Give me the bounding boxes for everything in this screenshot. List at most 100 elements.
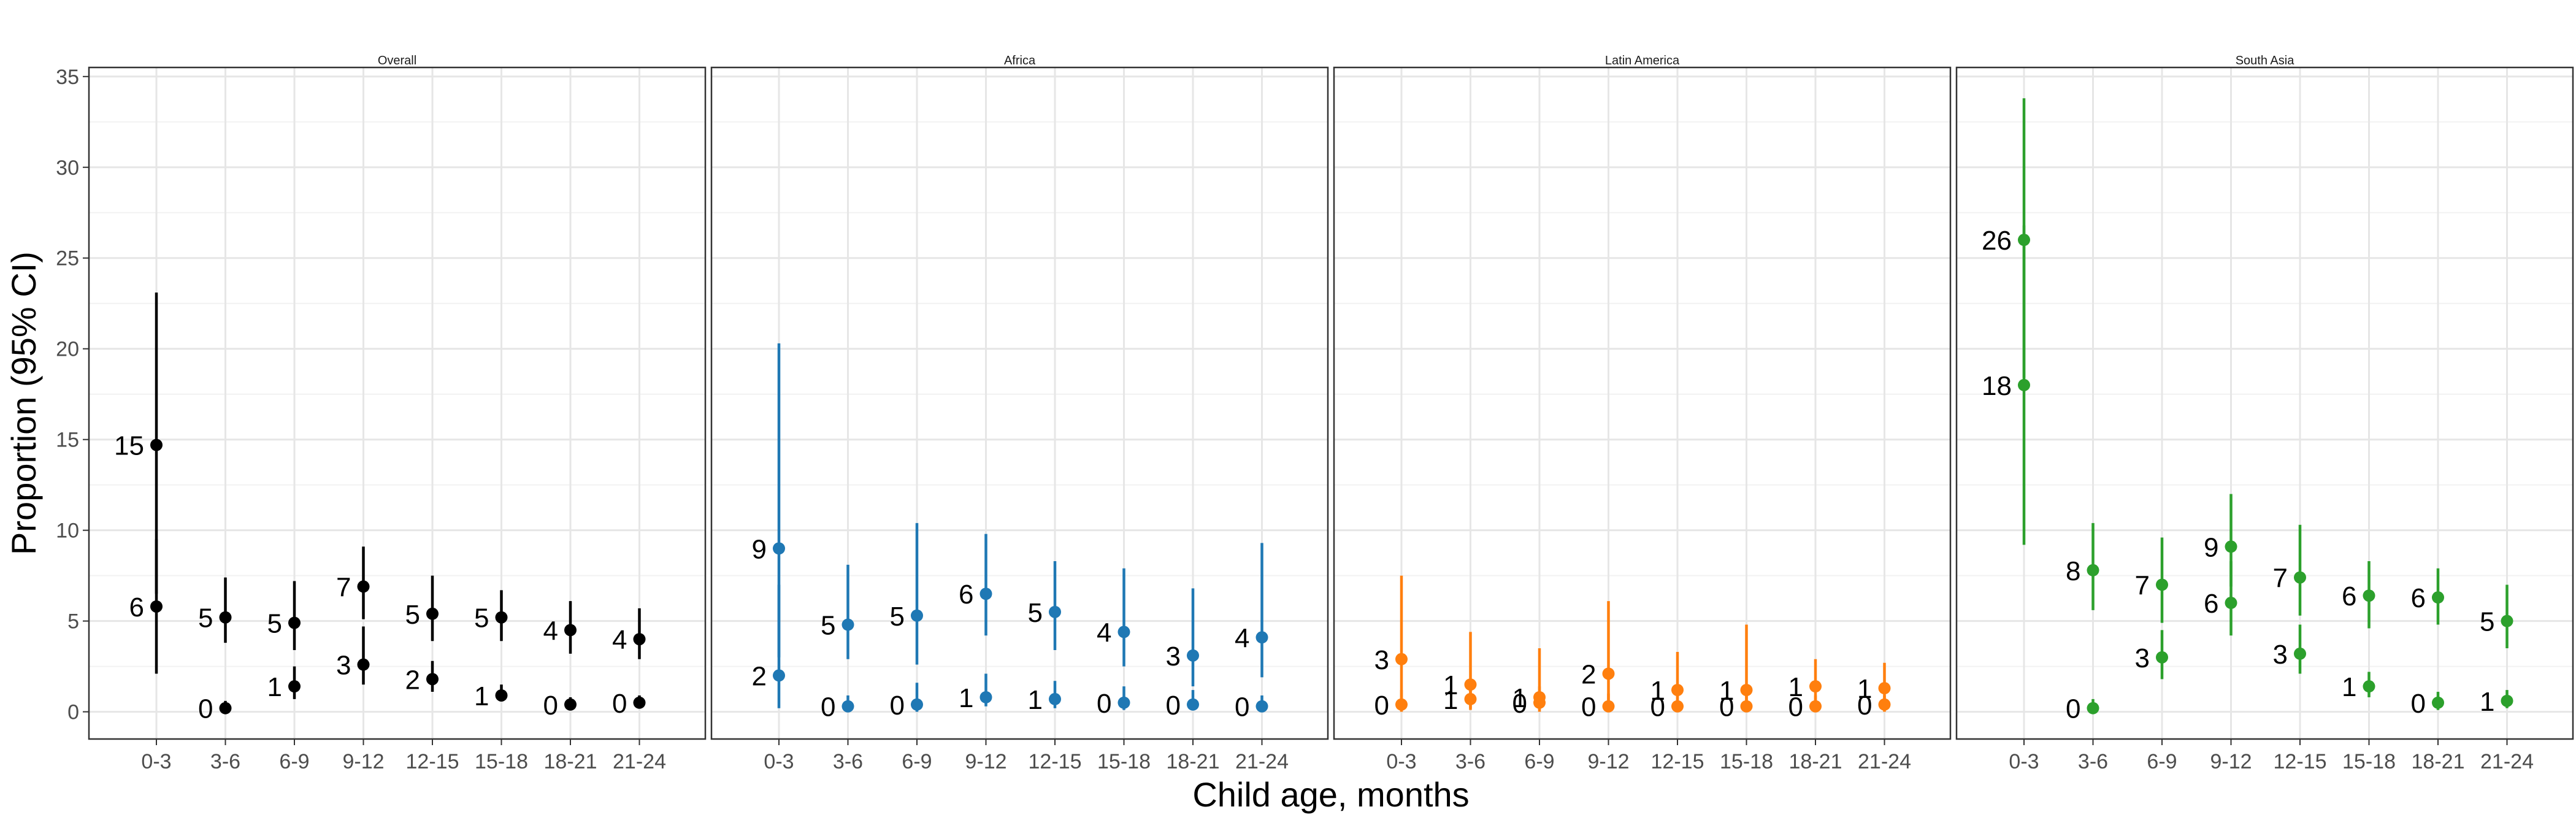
data-label: 4 xyxy=(543,616,558,646)
data-label: 18 xyxy=(1982,371,2012,401)
panel-background xyxy=(89,67,705,739)
x-tick-label: 6-9 xyxy=(2147,750,2177,773)
x-tick-label: 3-6 xyxy=(833,750,863,773)
data-label: 7 xyxy=(336,572,351,602)
data-label: 7 xyxy=(2273,564,2288,594)
data-point xyxy=(1740,684,1753,697)
data-label: 5 xyxy=(267,609,282,639)
data-point xyxy=(1533,696,1546,709)
data-label: 1 xyxy=(1719,676,1734,706)
data-label: 1 xyxy=(474,681,489,711)
data-label: 3 xyxy=(2273,640,2288,670)
data-label: 0 xyxy=(543,691,558,721)
panel-background xyxy=(1957,67,2573,739)
data-point xyxy=(773,542,785,555)
data-point xyxy=(1117,696,1130,709)
data-label: 1 xyxy=(2342,672,2356,702)
data-point xyxy=(979,691,992,703)
data-label: 9 xyxy=(2204,532,2218,562)
data-label: 6 xyxy=(2411,583,2426,613)
data-label: 1 xyxy=(1443,670,1458,700)
data-label: 1 xyxy=(1028,685,1043,715)
data-point xyxy=(357,580,370,593)
x-tick-label: 0-3 xyxy=(2009,750,2039,773)
data-label: 2 xyxy=(1581,659,1596,689)
data-point xyxy=(1809,680,1822,693)
data-point xyxy=(1255,631,1268,644)
data-point xyxy=(2294,647,2306,660)
x-axis-title: Child age, months xyxy=(1192,775,1469,814)
data-label: 0 xyxy=(2411,689,2426,719)
data-point xyxy=(2363,680,2375,693)
data-point xyxy=(2432,591,2444,604)
y-tick-label: 25 xyxy=(56,247,79,270)
data-point xyxy=(1187,649,1199,662)
data-point xyxy=(1878,698,1891,711)
data-point xyxy=(841,618,854,631)
data-label: 6 xyxy=(2342,581,2356,611)
data-label: 0 xyxy=(1719,692,1734,722)
panel-background xyxy=(711,67,1328,739)
data-label: 0 xyxy=(1788,692,1803,722)
x-tick-label: 15-18 xyxy=(1720,750,1773,773)
data-label: 1 xyxy=(1857,674,1872,704)
data-label: 0 xyxy=(1166,691,1181,721)
data-label: 1 xyxy=(1443,685,1458,715)
data-point xyxy=(1671,684,1684,697)
x-tick-label: 18-21 xyxy=(1789,750,1842,773)
data-label: 0 xyxy=(1097,689,1111,719)
data-point xyxy=(1187,698,1199,711)
data-point xyxy=(1395,698,1408,711)
data-point xyxy=(150,438,163,451)
y-tick-label: 5 xyxy=(67,610,79,634)
data-label: 0 xyxy=(821,692,835,722)
x-tick-label: 18-21 xyxy=(544,750,597,773)
data-point xyxy=(841,700,854,713)
data-label: 1 xyxy=(1512,683,1527,713)
data-point xyxy=(426,607,439,620)
x-tick-label: 12-15 xyxy=(2274,750,2327,773)
data-point xyxy=(1602,700,1615,713)
data-label: 2 xyxy=(405,665,420,695)
data-point xyxy=(2156,578,2168,591)
x-tick-label: 21-24 xyxy=(2480,750,2534,773)
data-label: 3 xyxy=(2135,643,2150,673)
data-point xyxy=(2225,597,2237,610)
data-point xyxy=(2087,564,2099,576)
x-tick-label: 21-24 xyxy=(613,750,666,773)
data-label: 0 xyxy=(1512,689,1527,719)
data-label: 3 xyxy=(1374,645,1389,675)
x-tick-label: 0-3 xyxy=(764,750,794,773)
data-point xyxy=(495,689,508,702)
data-point xyxy=(2087,702,2099,714)
x-tick-label: 3-6 xyxy=(2078,750,2108,773)
x-tick-label: 21-24 xyxy=(1858,750,1911,773)
x-tick-label: 9-12 xyxy=(1587,750,1629,773)
data-label: 6 xyxy=(129,592,144,622)
x-tick-label: 6-9 xyxy=(1524,750,1554,773)
data-label: 5 xyxy=(2480,607,2494,637)
data-point xyxy=(911,609,923,622)
x-tick-label: 12-15 xyxy=(1029,750,1082,773)
y-tick-label: 15 xyxy=(56,429,79,452)
panel-title: Latin America xyxy=(1605,54,1680,67)
data-label: 9 xyxy=(752,534,767,564)
x-tick-label: 3-6 xyxy=(210,750,240,773)
data-label: 7 xyxy=(2135,570,2150,600)
data-point xyxy=(564,698,577,711)
x-tick-label: 12-15 xyxy=(406,750,459,773)
panel-title: Africa xyxy=(1004,54,1036,67)
x-tick-label: 15-18 xyxy=(475,750,528,773)
data-point xyxy=(1117,626,1130,638)
data-point xyxy=(2156,651,2168,664)
panel-border xyxy=(710,66,1329,740)
data-point xyxy=(2363,589,2375,602)
data-label: 26 xyxy=(1982,226,2012,256)
data-point xyxy=(426,673,439,686)
data-point xyxy=(2294,571,2306,584)
data-point xyxy=(219,702,232,714)
data-label: 1 xyxy=(2480,687,2494,717)
data-point xyxy=(1740,700,1753,713)
x-tick-label: 6-9 xyxy=(902,750,932,773)
